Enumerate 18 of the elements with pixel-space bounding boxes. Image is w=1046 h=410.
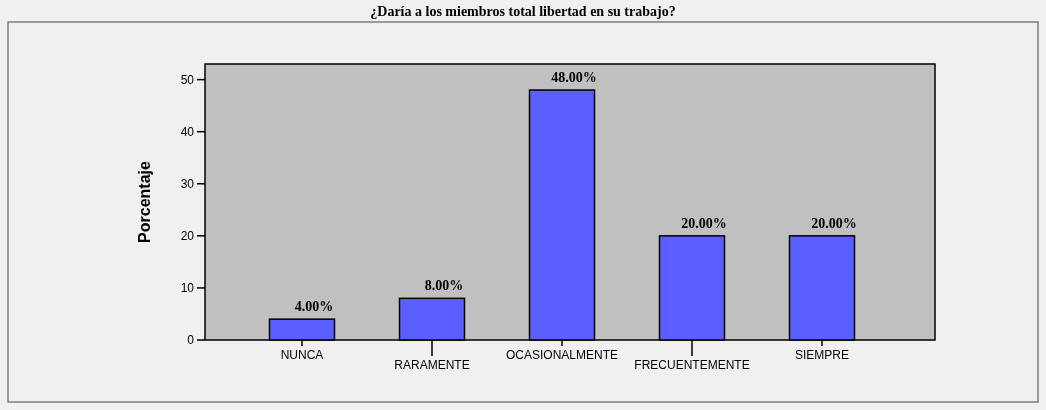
- x-tick-label: SIEMPRE: [794, 348, 850, 363]
- y-tick-label: 50: [180, 72, 195, 87]
- y-tick-label: 0: [187, 333, 195, 348]
- y-tick-label: 10: [180, 281, 195, 296]
- y-tick-label: 40: [180, 124, 195, 139]
- y-axis-title: Porcentaje: [136, 160, 153, 243]
- y-tick-label: 30: [180, 176, 195, 191]
- x-tick-label: OCASIONALMENTE: [505, 348, 619, 363]
- x-tick-label: RARAMENTE: [394, 358, 470, 373]
- data-label: 20.00%: [681, 215, 727, 231]
- x-tick-label: FRECUENTEMENTE: [634, 358, 750, 373]
- chart-title: ¿Daría a los miembros total libertad en su trabajo?: [370, 4, 676, 19]
- data-label: 20.00%: [811, 215, 857, 231]
- y-tick-label: 20: [180, 229, 195, 244]
- data-label: 48.00%: [551, 70, 597, 86]
- data-label: 8.00%: [424, 278, 464, 294]
- data-label: 4.00%: [294, 299, 334, 315]
- x-tick-label: NUNCA: [280, 348, 324, 363]
